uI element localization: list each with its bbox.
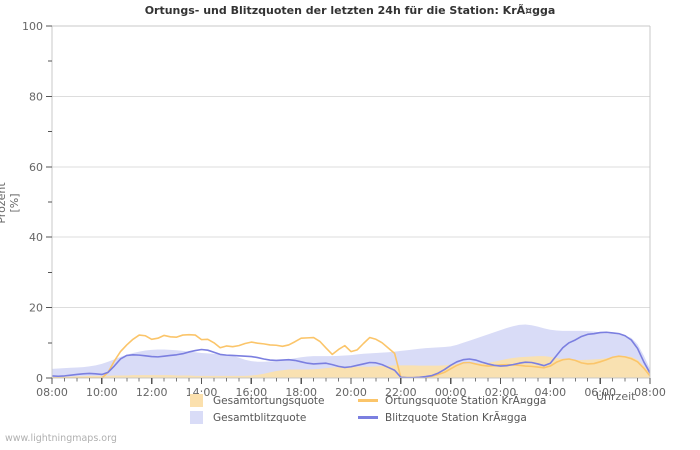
svg-text:0: 0	[36, 372, 43, 385]
svg-text:10:00: 10:00	[86, 386, 118, 399]
svg-text:20:00: 20:00	[335, 386, 367, 399]
svg-text:04:00: 04:00	[534, 386, 566, 399]
legend-swatch-box	[190, 411, 203, 424]
svg-text:00:00: 00:00	[435, 386, 467, 399]
svg-text:20: 20	[29, 302, 43, 315]
svg-text:08:00: 08:00	[36, 386, 68, 399]
legend-row: Gesamtblitzquote Blitzquote Station KrÃ¤…	[190, 409, 530, 426]
svg-text:40: 40	[29, 231, 43, 244]
chart-legend: Gesamtortungsquote Ortungsquote Station …	[190, 392, 546, 426]
watermark: www.lightningmaps.org	[5, 433, 117, 444]
svg-text:06:00: 06:00	[584, 386, 616, 399]
legend-item-label: Ortungsquote Station KrÃ¤gga	[385, 394, 547, 407]
legend-item-label: Blitzquote Station KrÃ¤gga	[385, 411, 527, 424]
legend-item-label: Gesamtortungsquote	[213, 394, 325, 407]
svg-text:60: 60	[29, 161, 43, 174]
svg-text:02:00: 02:00	[485, 386, 517, 399]
legend-item-blitzquote-station[interactable]: Blitzquote Station KrÃ¤gga	[358, 411, 530, 424]
legend-item-label: Gesamtblitzquote	[213, 411, 307, 424]
svg-text:18:00: 18:00	[285, 386, 317, 399]
chart-title: Ortungs- und Blitzquoten der letzten 24h…	[144, 4, 556, 17]
svg-text:22:00: 22:00	[385, 386, 417, 399]
svg-text:16:00: 16:00	[235, 386, 267, 399]
legend-swatch-line	[358, 399, 378, 402]
legend-item-gesamtortungsquote[interactable]: Gesamtortungsquote	[190, 394, 360, 407]
svg-text:80: 80	[29, 90, 43, 103]
legend-swatch-line	[358, 416, 378, 419]
svg-text:08:00: 08:00	[634, 386, 666, 399]
svg-text:100: 100	[22, 20, 43, 33]
svg-text:12:00: 12:00	[136, 386, 168, 399]
x-axis-label: Uhrzeit	[596, 390, 636, 403]
legend-swatch-box	[190, 394, 203, 407]
legend-item-gesamtblitzquote[interactable]: Gesamtblitzquote	[190, 411, 360, 424]
y-axis-label: Prozent [%]	[0, 182, 21, 224]
legend-item-ortungsquote-station[interactable]: Ortungsquote Station KrÃ¤gga	[358, 395, 546, 407]
legend-row: Gesamtortungsquote Ortungsquote Station …	[190, 392, 546, 409]
